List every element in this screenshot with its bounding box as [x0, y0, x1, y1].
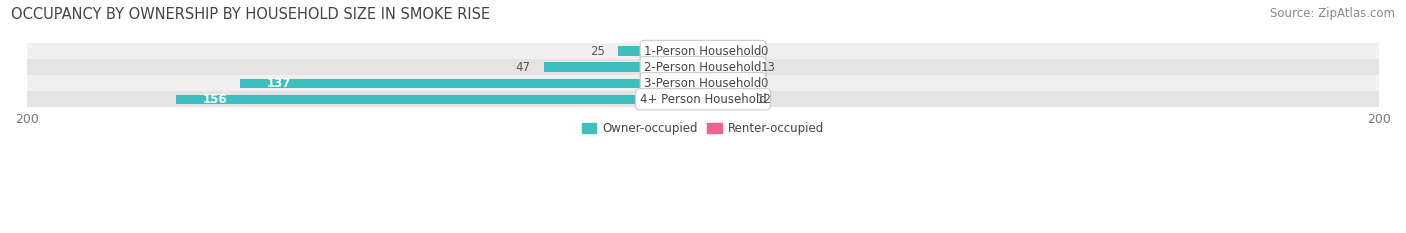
Text: 0: 0 — [761, 77, 768, 90]
Bar — [703, 46, 747, 56]
Bar — [27, 91, 1379, 107]
Text: Source: ZipAtlas.com: Source: ZipAtlas.com — [1270, 7, 1395, 20]
Bar — [27, 43, 1379, 59]
Text: 2-Person Household: 2-Person Household — [644, 61, 762, 74]
Text: 0: 0 — [761, 45, 768, 58]
Bar — [619, 46, 703, 56]
Bar — [240, 79, 703, 88]
Bar — [703, 79, 747, 88]
Text: OCCUPANCY BY OWNERSHIP BY HOUSEHOLD SIZE IN SMOKE RISE: OCCUPANCY BY OWNERSHIP BY HOUSEHOLD SIZE… — [11, 7, 491, 22]
Bar — [544, 62, 703, 72]
Bar — [703, 62, 747, 72]
Legend: Owner-occupied, Renter-occupied: Owner-occupied, Renter-occupied — [582, 122, 824, 135]
Text: 156: 156 — [202, 93, 228, 106]
Bar — [27, 75, 1379, 91]
Text: 4+ Person Household: 4+ Person Household — [640, 93, 766, 106]
Text: 3-Person Household: 3-Person Household — [644, 77, 762, 90]
Text: 25: 25 — [591, 45, 605, 58]
Text: 1-Person Household: 1-Person Household — [644, 45, 762, 58]
Text: 47: 47 — [516, 61, 530, 74]
Bar — [703, 95, 744, 104]
Bar — [27, 59, 1379, 75]
Text: 137: 137 — [267, 77, 291, 90]
Text: 12: 12 — [756, 93, 772, 106]
Text: 13: 13 — [761, 61, 775, 74]
Bar — [176, 95, 703, 104]
